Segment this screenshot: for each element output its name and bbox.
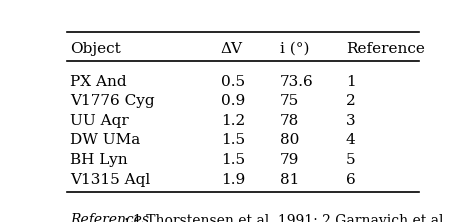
Text: BH Lyn: BH Lyn (70, 153, 128, 167)
Text: 1: 1 (346, 75, 356, 89)
Text: ΔV: ΔV (221, 42, 243, 56)
Text: 0.9: 0.9 (221, 94, 245, 108)
Text: V1315 Aql: V1315 Aql (70, 173, 151, 187)
Text: 0.5: 0.5 (221, 75, 245, 89)
Text: 4: 4 (346, 133, 356, 147)
Text: : 1 Thorstensen et al. 1991; 2 Garnavich et al.: : 1 Thorstensen et al. 1991; 2 Garnavich… (124, 213, 447, 222)
Text: PX And: PX And (70, 75, 127, 89)
Text: 5: 5 (346, 153, 356, 167)
Text: DW UMa: DW UMa (70, 133, 140, 147)
Text: 1.5: 1.5 (221, 153, 245, 167)
Text: 1.2: 1.2 (221, 114, 245, 128)
Text: Object: Object (70, 42, 121, 56)
Text: References: References (70, 213, 149, 222)
Text: 73.6: 73.6 (280, 75, 313, 89)
Text: i (°): i (°) (280, 42, 309, 56)
Text: V1776 Cyg: V1776 Cyg (70, 94, 155, 108)
Text: Reference: Reference (346, 42, 425, 56)
Text: 1.9: 1.9 (221, 173, 245, 187)
Text: 3: 3 (346, 114, 356, 128)
Text: 6: 6 (346, 173, 356, 187)
Text: 78: 78 (280, 114, 299, 128)
Text: 2: 2 (346, 94, 356, 108)
Text: 79: 79 (280, 153, 299, 167)
Text: UU Aqr: UU Aqr (70, 114, 129, 128)
Text: 80: 80 (280, 133, 299, 147)
Text: 75: 75 (280, 94, 299, 108)
Text: 81: 81 (280, 173, 299, 187)
Text: 1.5: 1.5 (221, 133, 245, 147)
